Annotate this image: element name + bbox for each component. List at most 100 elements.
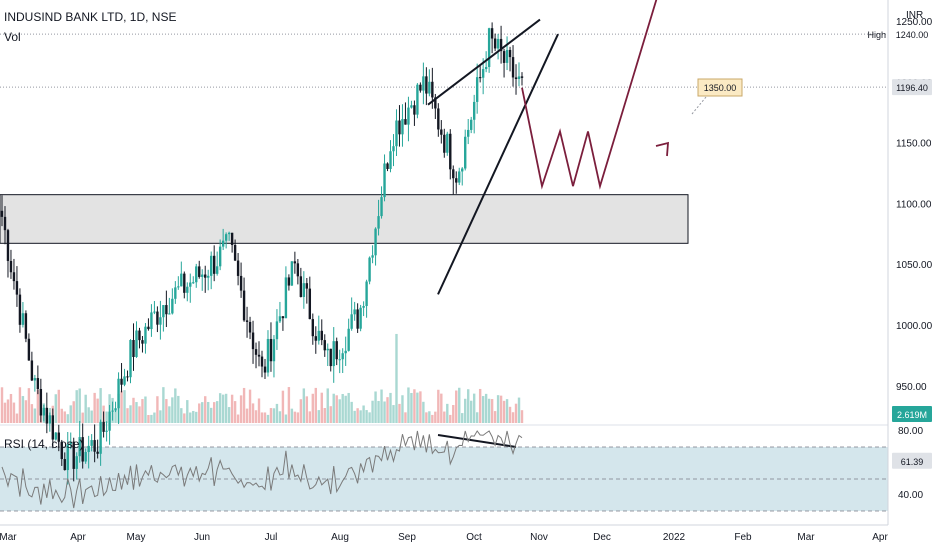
candle-body bbox=[511, 57, 515, 78]
candle-body bbox=[299, 276, 303, 297]
candle-body bbox=[174, 287, 177, 299]
volume-bar bbox=[90, 410, 93, 423]
candle-body bbox=[114, 408, 117, 411]
candle-body bbox=[251, 332, 255, 350]
volume-bar bbox=[496, 395, 500, 423]
candle-body bbox=[464, 136, 467, 169]
volume-bar bbox=[281, 390, 285, 423]
volume-bar bbox=[230, 394, 234, 423]
candle-body bbox=[269, 338, 273, 362]
candle-body bbox=[496, 38, 500, 49]
volume-bar bbox=[6, 399, 10, 423]
volume-bar bbox=[135, 402, 138, 423]
candle-body bbox=[374, 228, 377, 256]
candle-body bbox=[296, 263, 300, 277]
candle-body bbox=[3, 216, 7, 231]
month-tick-label: Apr bbox=[872, 532, 888, 543]
volume-bar bbox=[383, 401, 386, 423]
candle-body bbox=[326, 348, 329, 351]
candle-body bbox=[517, 76, 521, 80]
volume-bar bbox=[242, 387, 246, 423]
candle-body bbox=[138, 330, 141, 341]
volume-bar bbox=[195, 411, 198, 423]
volume-bar bbox=[272, 408, 276, 423]
candle-body bbox=[472, 101, 476, 120]
volume-bar bbox=[165, 399, 168, 423]
candle-body bbox=[129, 340, 132, 378]
volume-bar bbox=[218, 393, 222, 423]
volume-bar bbox=[514, 403, 518, 423]
volume-bar bbox=[9, 393, 13, 423]
candle-body bbox=[481, 69, 485, 78]
month-tick-label: Sep bbox=[398, 532, 416, 543]
volume-bar bbox=[138, 406, 141, 423]
price-tick-label: 1050.00 bbox=[896, 260, 932, 271]
volume-bar bbox=[33, 408, 37, 423]
candle-body bbox=[132, 340, 135, 357]
candle-body bbox=[33, 378, 37, 381]
candle-body bbox=[123, 376, 126, 385]
candle-body bbox=[78, 437, 81, 457]
volume-bar bbox=[114, 411, 117, 423]
candle-body bbox=[344, 350, 347, 354]
volume-bar bbox=[365, 410, 368, 423]
volume-bar bbox=[96, 398, 99, 423]
volume-bar bbox=[3, 402, 7, 423]
volume-bar bbox=[401, 395, 404, 423]
candle-body bbox=[350, 314, 353, 329]
candle-body bbox=[156, 311, 159, 325]
candle-body bbox=[347, 328, 350, 351]
candle-body bbox=[398, 120, 401, 135]
month-tick-label: Jul bbox=[265, 532, 278, 543]
candle-body bbox=[99, 421, 102, 454]
candle-body bbox=[212, 255, 216, 274]
candle-body bbox=[54, 432, 57, 440]
volume-bar bbox=[329, 406, 332, 423]
drawings: 1350.00 bbox=[427, 0, 743, 448]
candle-body bbox=[42, 407, 46, 416]
volume-bar bbox=[209, 407, 213, 423]
volume-bar bbox=[311, 393, 315, 423]
volume-bar bbox=[380, 389, 383, 423]
candle-body bbox=[272, 339, 276, 362]
candle-body bbox=[239, 275, 243, 291]
rsi-path bbox=[1, 430, 523, 509]
volume-bar bbox=[395, 333, 398, 423]
candle-body bbox=[221, 240, 225, 247]
candle-body bbox=[425, 76, 428, 94]
volume-bar bbox=[221, 394, 225, 423]
volume-bar bbox=[341, 393, 344, 423]
volume-bar bbox=[248, 389, 252, 423]
candle-body bbox=[150, 312, 153, 330]
volume-bar bbox=[57, 389, 60, 423]
volume-bar bbox=[449, 414, 452, 423]
candle-body bbox=[487, 28, 491, 68]
candle-body bbox=[401, 119, 404, 135]
price-candles bbox=[0, 22, 524, 485]
candle-body bbox=[308, 288, 312, 320]
candle-body bbox=[371, 255, 374, 258]
candle-body bbox=[215, 266, 219, 274]
volume-bar bbox=[126, 408, 129, 423]
volume-bar bbox=[511, 412, 515, 423]
volume-bar bbox=[338, 399, 341, 423]
candle-body bbox=[254, 349, 258, 355]
volume-bar bbox=[314, 387, 317, 423]
volume-bar bbox=[54, 394, 57, 423]
candle-body bbox=[514, 77, 518, 80]
candle-body bbox=[218, 246, 222, 267]
rsi-divergence-line bbox=[437, 434, 517, 448]
candle-body bbox=[102, 421, 105, 432]
candle-body bbox=[63, 459, 66, 471]
volume-bar bbox=[120, 390, 123, 423]
rsi-value-tag-bg bbox=[892, 452, 932, 469]
candle-body bbox=[275, 321, 279, 340]
candle-body bbox=[144, 326, 147, 344]
volume-bar bbox=[452, 405, 455, 423]
candle-body bbox=[72, 441, 75, 469]
candle-body bbox=[290, 261, 294, 286]
volume-bar bbox=[428, 411, 431, 423]
month-tick-label: 2022 bbox=[663, 532, 686, 543]
volume-bar bbox=[299, 399, 303, 423]
